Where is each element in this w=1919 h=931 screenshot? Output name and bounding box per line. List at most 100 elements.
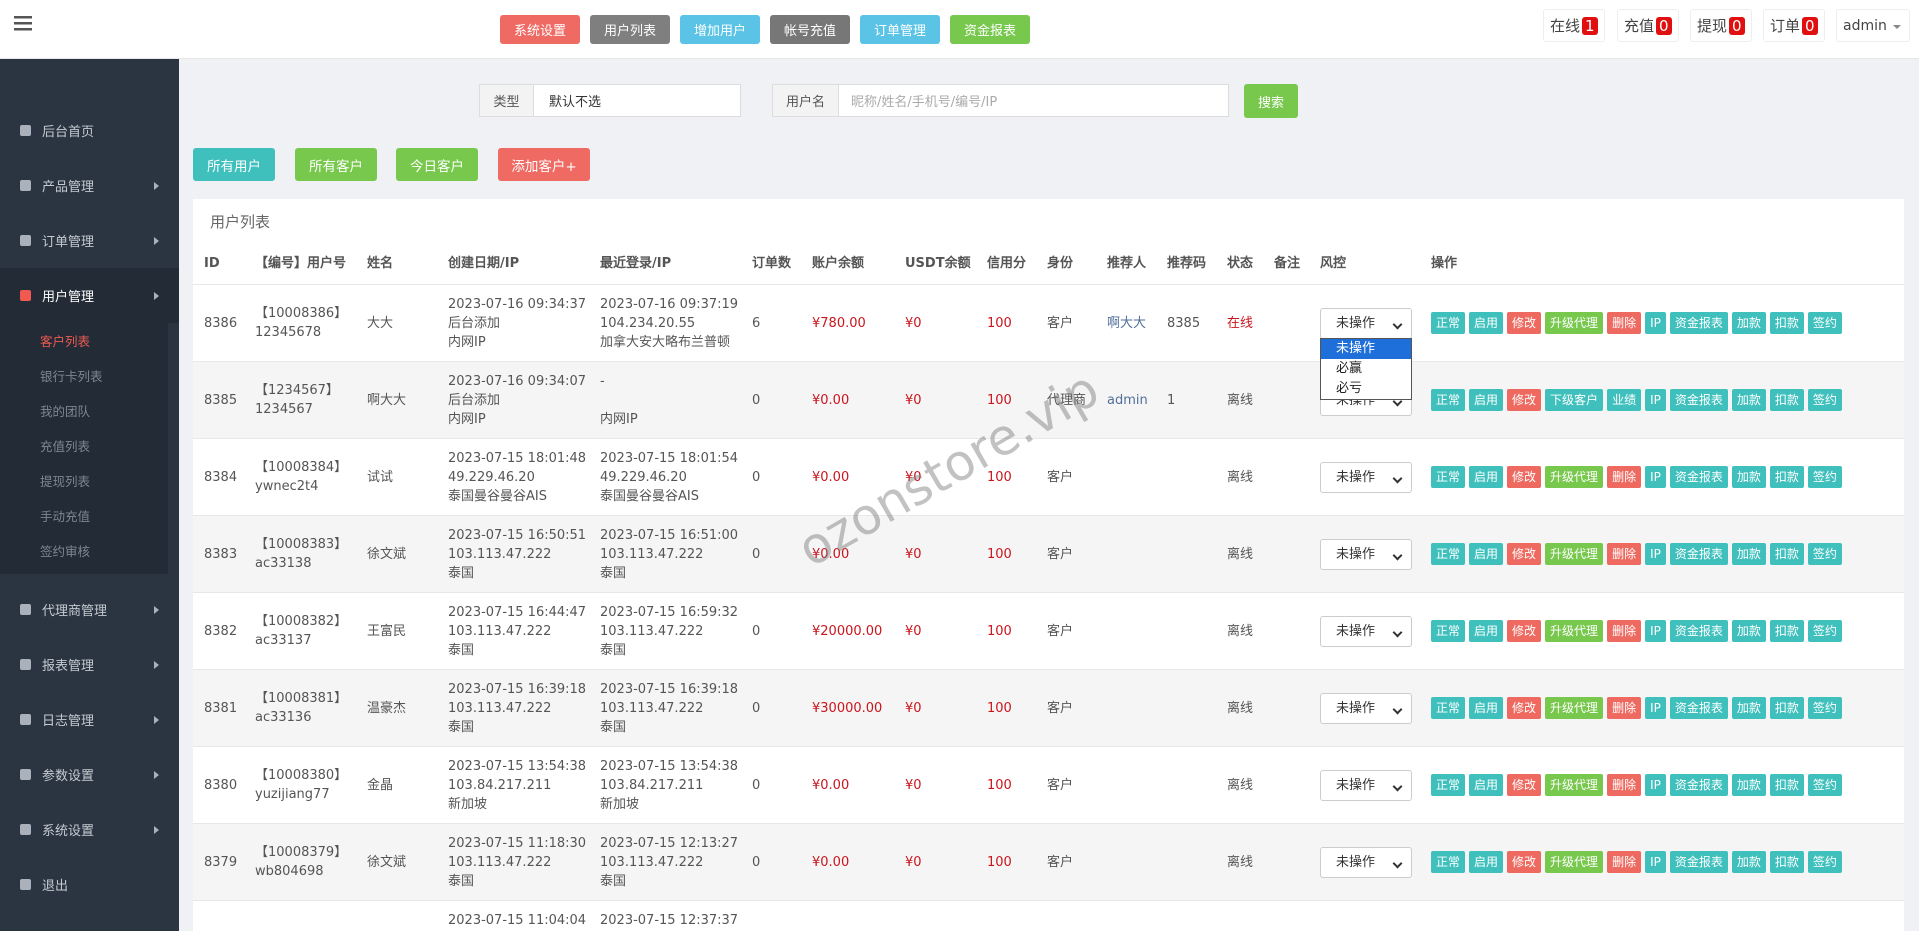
- stat-button[interactable]: 提现 0: [1690, 9, 1752, 42]
- action-button[interactable]: 启用: [1469, 697, 1504, 719]
- action-button[interactable]: IP: [1645, 389, 1666, 411]
- sidebar-item[interactable]: 产品管理: [0, 158, 179, 213]
- risk-select[interactable]: 未操作: [1320, 846, 1412, 878]
- submenu-item[interactable]: 签约审核: [40, 544, 91, 559]
- action-button[interactable]: 正常: [1431, 543, 1466, 565]
- dropdown-option[interactable]: 必赢: [1336, 361, 1363, 376]
- action-button[interactable]: 正常: [1431, 851, 1466, 873]
- action-button[interactable]: 签约: [1807, 697, 1842, 719]
- action-button[interactable]: IP: [1645, 774, 1666, 796]
- action-button[interactable]: 业绩: [1607, 389, 1642, 411]
- action-button[interactable]: 启用: [1469, 389, 1504, 411]
- submenu-item[interactable]: 手动充值: [40, 509, 91, 524]
- action-button[interactable]: IP: [1645, 851, 1666, 873]
- action-button[interactable]: 修改: [1507, 851, 1542, 873]
- sidebar-item[interactable]: 订单管理: [0, 213, 179, 268]
- nav-button[interactable]: 帐号充值: [770, 15, 850, 44]
- action-button[interactable]: 删除: [1607, 312, 1642, 334]
- sidebar-item[interactable]: 代理商管理: [0, 582, 179, 637]
- action-button[interactable]: 加款: [1731, 851, 1766, 873]
- action-button[interactable]: 正常: [1431, 389, 1466, 411]
- stat-button[interactable]: 充值 0: [1617, 9, 1679, 42]
- action-button[interactable]: 扣款: [1769, 466, 1804, 488]
- action-button[interactable]: 签约: [1807, 312, 1842, 334]
- nav-button[interactable]: 系统设置: [500, 15, 580, 44]
- action-button[interactable]: 签约: [1807, 466, 1842, 488]
- action-button[interactable]: 签约: [1807, 851, 1842, 873]
- sidebar-item[interactable]: 报表管理: [0, 637, 179, 692]
- action-button[interactable]: 删除: [1607, 466, 1642, 488]
- action-button[interactable]: 资金报表: [1669, 620, 1728, 642]
- action-button[interactable]: 加款: [1731, 312, 1766, 334]
- action-button[interactable]: 签约: [1807, 543, 1842, 565]
- nav-button[interactable]: 用户列表: [590, 15, 670, 44]
- action-button[interactable]: IP: [1645, 466, 1666, 488]
- action-button[interactable]: 升级代理: [1545, 312, 1604, 334]
- risk-select[interactable]: 未操作: [1320, 461, 1412, 493]
- sidebar-item[interactable]: 日志管理: [0, 692, 179, 747]
- action-button[interactable]: 正常: [1431, 312, 1466, 334]
- stat-button[interactable]: 在线 1: [1543, 9, 1605, 42]
- action-button[interactable]: 启用: [1469, 851, 1504, 873]
- action-button[interactable]: IP: [1645, 697, 1666, 719]
- action-button[interactable]: 扣款: [1769, 543, 1804, 565]
- action-button[interactable]: 资金报表: [1669, 312, 1728, 334]
- sidebar-item[interactable]: 系统设置: [0, 802, 179, 857]
- action-button[interactable]: 删除: [1607, 620, 1642, 642]
- action-button[interactable]: 扣款: [1769, 312, 1804, 334]
- action-button[interactable]: 删除: [1607, 543, 1642, 565]
- filter-button[interactable]: 今日客户: [396, 148, 478, 181]
- search-button[interactable]: 搜索: [1244, 84, 1298, 118]
- submenu-item[interactable]: 充值列表: [40, 439, 91, 454]
- action-button[interactable]: 正常: [1431, 620, 1466, 642]
- risk-select[interactable]: 未操作: [1320, 615, 1412, 647]
- submenu-item[interactable]: 我的团队: [40, 404, 91, 419]
- user-menu[interactable]: admin: [1836, 9, 1910, 42]
- dropdown-option[interactable]: 必亏: [1336, 381, 1363, 396]
- action-button[interactable]: 签约: [1807, 774, 1842, 796]
- nav-button[interactable]: 资金报表: [950, 15, 1030, 44]
- action-button[interactable]: 修改: [1507, 697, 1542, 719]
- risk-select[interactable]: 未操作: [1320, 538, 1412, 570]
- action-button[interactable]: 加款: [1731, 697, 1766, 719]
- sidebar-item[interactable]: 参数设置: [0, 747, 179, 802]
- action-button[interactable]: IP: [1645, 620, 1666, 642]
- sidebar-item[interactable]: 退出: [0, 857, 179, 912]
- action-button[interactable]: 升级代理: [1545, 543, 1604, 565]
- type-select[interactable]: 默认不选: [533, 84, 741, 117]
- action-button[interactable]: 加款: [1731, 466, 1766, 488]
- filter-button[interactable]: 所有客户: [295, 148, 377, 181]
- action-button[interactable]: 删除: [1607, 851, 1642, 873]
- action-button[interactable]: IP: [1645, 312, 1666, 334]
- action-button[interactable]: 修改: [1507, 620, 1542, 642]
- action-button[interactable]: 扣款: [1769, 851, 1804, 873]
- action-button[interactable]: 修改: [1507, 466, 1542, 488]
- action-button[interactable]: 资金报表: [1669, 851, 1728, 873]
- action-button[interactable]: IP: [1645, 543, 1666, 565]
- sidebar-item[interactable]: 后台首页: [0, 103, 179, 158]
- action-button[interactable]: 扣款: [1769, 774, 1804, 796]
- action-button[interactable]: 签约: [1807, 389, 1842, 411]
- action-button[interactable]: 修改: [1507, 543, 1542, 565]
- action-button[interactable]: 资金报表: [1669, 543, 1728, 565]
- menu-toggle[interactable]: [14, 16, 34, 32]
- action-button[interactable]: 启用: [1469, 312, 1504, 334]
- action-button[interactable]: 升级代理: [1545, 774, 1604, 796]
- stat-button[interactable]: 订单 0: [1763, 9, 1825, 42]
- action-button[interactable]: 资金报表: [1669, 774, 1728, 796]
- action-button[interactable]: 加款: [1731, 389, 1766, 411]
- action-button[interactable]: 签约: [1807, 620, 1842, 642]
- action-button[interactable]: 升级代理: [1545, 851, 1604, 873]
- submenu-item[interactable]: 银行卡列表: [40, 369, 103, 384]
- nav-button[interactable]: 增加用户: [680, 15, 760, 44]
- action-button[interactable]: 修改: [1507, 312, 1542, 334]
- action-button[interactable]: 修改: [1507, 389, 1542, 411]
- submenu-item[interactable]: 客户列表: [40, 334, 91, 349]
- action-button[interactable]: 资金报表: [1669, 697, 1728, 719]
- risk-select[interactable]: 未操作: [1320, 769, 1412, 801]
- name-input[interactable]: 昵称/姓名/手机号/编号/IP: [838, 84, 1229, 117]
- action-button[interactable]: 加款: [1731, 620, 1766, 642]
- submenu-item[interactable]: 提现列表: [40, 474, 91, 489]
- action-button[interactable]: 删除: [1607, 774, 1642, 796]
- action-button[interactable]: 修改: [1507, 774, 1542, 796]
